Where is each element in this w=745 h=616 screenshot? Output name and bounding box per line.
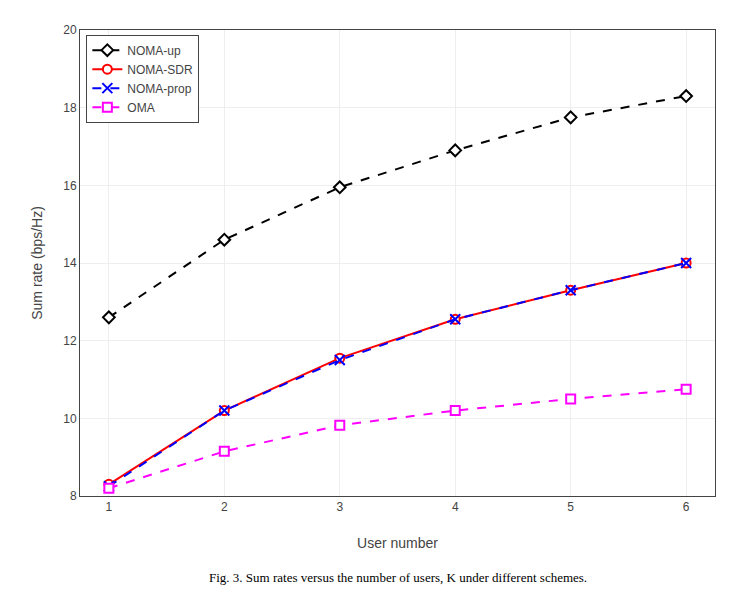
- svg-text:NOMA-up: NOMA-up: [127, 44, 181, 58]
- svg-text:2: 2: [221, 500, 228, 514]
- svg-text:6: 6: [683, 500, 690, 514]
- svg-text:3: 3: [336, 500, 343, 514]
- svg-text:12: 12: [63, 334, 77, 348]
- svg-text:NOMA-SDR: NOMA-SDR: [127, 63, 193, 77]
- svg-text:5: 5: [567, 500, 574, 514]
- svg-text:1: 1: [106, 500, 113, 514]
- svg-text:NOMA-prop: NOMA-prop: [127, 82, 191, 96]
- svg-text:OMA: OMA: [127, 101, 154, 115]
- svg-text:8: 8: [70, 489, 77, 503]
- svg-text:10: 10: [63, 412, 77, 426]
- svg-text:4: 4: [452, 500, 459, 514]
- svg-text:14: 14: [63, 256, 77, 270]
- svg-text:20: 20: [63, 23, 77, 37]
- svg-text:Sum rate (bps/Hz): Sum rate (bps/Hz): [29, 206, 45, 320]
- svg-text:User number: User number: [357, 535, 438, 551]
- svg-text:16: 16: [63, 179, 77, 193]
- svg-text:18: 18: [63, 101, 77, 115]
- svg-text:Fig. 3. Sum rates versus the n: Fig. 3. Sum rates versus the number of u…: [209, 570, 587, 585]
